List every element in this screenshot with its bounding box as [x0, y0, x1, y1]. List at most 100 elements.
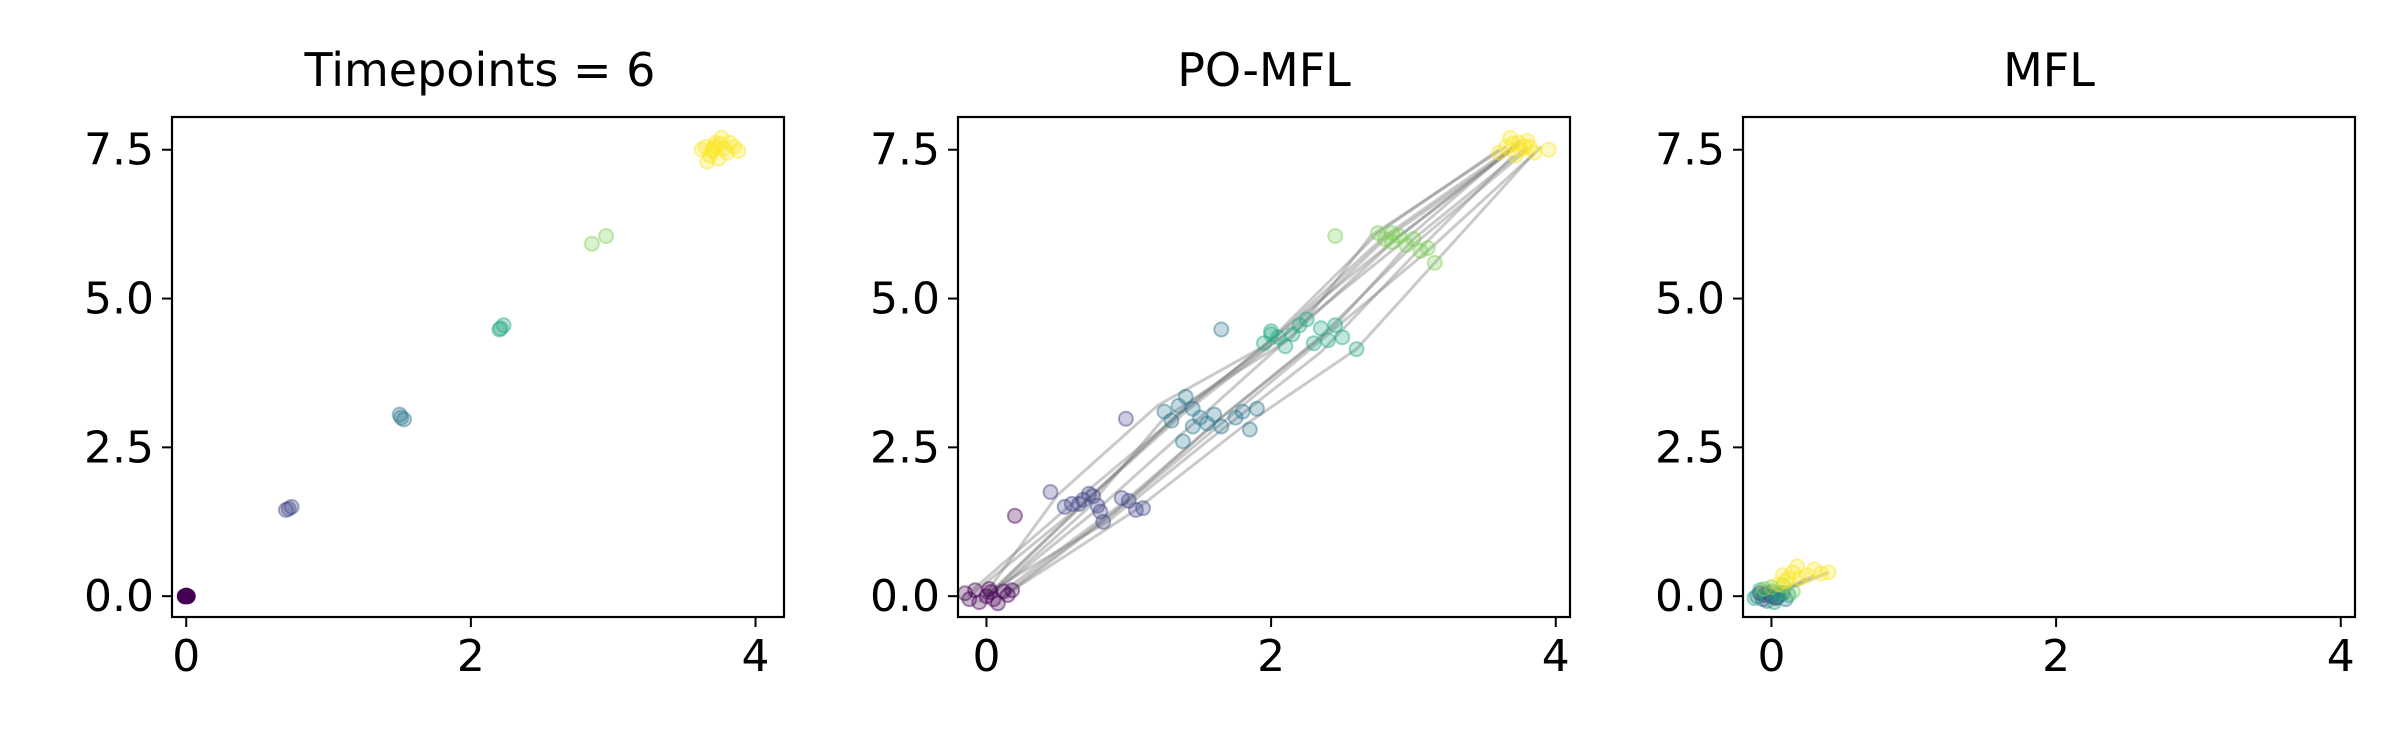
trajectory-line — [971, 151, 1507, 592]
trajectory-line — [978, 148, 1500, 603]
x-tick-label: 0 — [172, 631, 200, 682]
data-point — [1540, 141, 1557, 158]
data-point — [1806, 561, 1823, 578]
data-point — [1498, 138, 1514, 155]
data-point — [1071, 495, 1087, 512]
subplot-title: MFL — [2003, 43, 2095, 97]
trajectory-line — [997, 145, 1529, 597]
y-tick-label: 2.5 — [84, 422, 154, 473]
data-point — [1777, 591, 1794, 608]
data-point — [1263, 326, 1280, 343]
data-point — [999, 587, 1016, 603]
trajectory-layer — [968, 139, 1543, 603]
data-point — [967, 582, 984, 599]
y-tick-label: 2.5 — [1655, 422, 1725, 473]
data-point — [1412, 242, 1429, 259]
data-point — [1291, 317, 1308, 334]
data-point — [1789, 558, 1806, 575]
trajectory-line — [985, 145, 1507, 601]
data-point — [1120, 492, 1137, 509]
data-point — [1241, 421, 1258, 438]
data-point — [495, 317, 512, 334]
points-layer — [176, 129, 747, 605]
data-point — [1405, 231, 1422, 247]
y-tick-label: 7.5 — [870, 125, 940, 176]
data-point — [1177, 388, 1194, 405]
data-point — [704, 142, 721, 159]
x-tick-label: 4 — [742, 631, 770, 682]
data-point — [1056, 498, 1073, 515]
data-point — [1305, 335, 1322, 352]
data-point — [1004, 582, 1021, 599]
x-axis: 0 2 4 — [972, 617, 1570, 682]
data-point — [1277, 338, 1294, 355]
data-point — [1426, 254, 1443, 271]
data-point — [1174, 433, 1191, 450]
data-point — [1075, 491, 1092, 508]
trajectory-line — [1002, 151, 1536, 598]
trajectory-line — [992, 139, 1522, 592]
data-point — [1419, 240, 1436, 256]
data-point — [1770, 588, 1787, 605]
data-point — [1199, 415, 1216, 432]
data-point — [1813, 565, 1830, 582]
data-point — [730, 142, 747, 159]
data-point — [1334, 329, 1351, 346]
data-point — [1505, 135, 1522, 152]
y-tick-label: 0.0 — [84, 571, 154, 622]
trajectory-line — [1770, 571, 1829, 598]
data-point — [1284, 326, 1301, 343]
data-point — [702, 147, 718, 164]
y-axis: 0.0 2.5 5.0 7.5 — [1655, 125, 1743, 622]
data-point — [1752, 582, 1769, 599]
data-point — [492, 320, 509, 337]
data-point — [961, 591, 978, 608]
data-point — [491, 321, 508, 338]
plot-frame — [1741, 115, 2357, 619]
data-point — [1772, 584, 1788, 601]
data-point — [707, 134, 724, 151]
data-point — [1213, 418, 1230, 435]
subplot-po-mfl: PO-MFL 0 2 4 0.0 2.5 5.0 7.5 — [870, 43, 1572, 682]
y-tick-label: 2.5 — [870, 422, 940, 473]
x-axis: 0 2 4 — [172, 617, 770, 682]
data-point — [1248, 400, 1265, 417]
data-point — [693, 141, 710, 158]
data-point — [1117, 410, 1134, 427]
data-point — [1774, 577, 1791, 594]
data-point — [699, 153, 716, 170]
data-point — [1746, 590, 1763, 606]
data-point — [1774, 585, 1791, 602]
data-point — [1312, 320, 1329, 337]
trajectory-line — [1773, 573, 1815, 599]
data-point — [1080, 485, 1097, 502]
data-point — [1377, 231, 1393, 247]
data-point — [1170, 397, 1187, 414]
data-point — [1213, 321, 1230, 338]
data-point — [989, 595, 1006, 612]
data-point — [1184, 418, 1201, 435]
data-point — [1089, 497, 1106, 514]
data-point — [1384, 234, 1401, 250]
y-tick-label: 7.5 — [84, 125, 154, 176]
y-tick-label: 5.0 — [84, 274, 154, 325]
data-point — [1234, 403, 1251, 420]
data-point — [1799, 567, 1815, 584]
data-point — [1763, 588, 1780, 605]
data-point — [1752, 585, 1769, 602]
data-point — [1327, 228, 1344, 244]
data-point — [1774, 567, 1791, 584]
data-point — [726, 138, 743, 155]
data-point — [1156, 403, 1173, 420]
data-point — [1754, 591, 1771, 608]
subplot-title: Timepoints = 6 — [304, 43, 656, 97]
data-point — [1767, 590, 1784, 606]
trajectory-line — [999, 148, 1529, 601]
data-point — [1820, 564, 1837, 581]
data-point — [1490, 144, 1507, 161]
data-point — [719, 144, 736, 161]
y-tick-label: 0.0 — [1655, 571, 1725, 622]
data-point — [978, 588, 995, 605]
points-layer — [957, 129, 1557, 612]
